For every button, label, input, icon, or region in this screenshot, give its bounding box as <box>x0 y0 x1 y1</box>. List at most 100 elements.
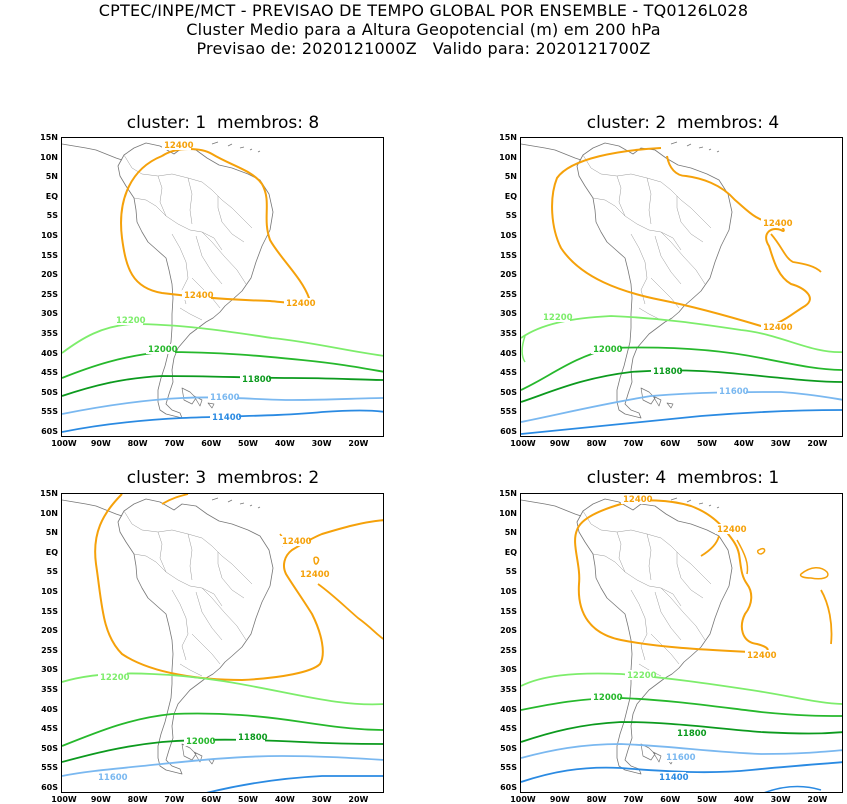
lon-tick-label: 30W <box>311 795 332 804</box>
lat-tick-label: 30S <box>500 309 517 319</box>
lat-tick-label: 15N <box>40 489 58 498</box>
lat-tick-label: 35S <box>41 329 58 338</box>
contour-label: 12000 <box>593 345 623 355</box>
lon-tick-label: 70W <box>164 439 185 448</box>
lat-tick-label: 25S <box>41 289 58 299</box>
lat-tick-label: 25S <box>500 645 517 655</box>
contour-12000 <box>521 697 842 717</box>
contour-12400 <box>736 539 749 575</box>
contour-12000 <box>521 346 842 391</box>
country-border <box>676 196 704 243</box>
lat-tick-label: 25S <box>41 645 58 655</box>
lat-tick-label: 50S <box>500 387 517 397</box>
contour-11600 <box>521 391 842 423</box>
lat-tick-label: 35S <box>500 685 517 694</box>
lat-tick-label: 60S <box>41 783 58 792</box>
contour-11400 <box>521 409 842 435</box>
lon-tick-label: 20W <box>348 439 369 448</box>
contour-label-bg <box>717 386 746 396</box>
country-border <box>187 533 193 581</box>
contour-11800 <box>521 369 842 403</box>
country-border <box>133 197 223 251</box>
lat-tick-label: 55S <box>41 407 58 417</box>
lat-tick-label: 30S <box>500 665 517 675</box>
lat-tick-label: EQ <box>45 547 58 557</box>
country-border <box>630 233 648 305</box>
lat-tick-label: 40S <box>41 704 58 714</box>
lon-tick-label: 80W <box>127 439 148 448</box>
lat-tick-label: 45S <box>500 368 517 378</box>
coastline <box>117 498 274 775</box>
lon-tick-label: 70W <box>623 439 644 448</box>
country-border <box>654 235 682 285</box>
country-border <box>211 545 253 585</box>
lat-tick-label: 15S <box>41 606 58 616</box>
lon-tick-label: 100W <box>510 439 536 448</box>
lat-tick-label: 15N <box>499 489 517 498</box>
lon-tick-label: 40W <box>733 795 754 804</box>
contour-label: 12400 <box>286 299 316 309</box>
contour-label-bg <box>591 344 620 354</box>
lat-tick-label: 35S <box>500 329 517 338</box>
contour-11800 <box>521 721 842 743</box>
country-border <box>201 231 247 285</box>
lon-tick-label: 80W <box>586 439 607 448</box>
lon-tick-label: 50W <box>238 439 258 448</box>
contour-label: 12400 <box>763 219 793 229</box>
contour-label-bg <box>280 536 309 546</box>
lon-tick-label: 90W <box>549 439 570 448</box>
country-border <box>660 231 706 285</box>
panel-4-title: cluster: 4 membros: 1 <box>586 468 780 488</box>
contour-11600 <box>521 743 842 759</box>
contour-label: 11400 <box>659 773 689 783</box>
contour-label: 11800 <box>238 733 268 743</box>
contour-12200 <box>521 335 526 363</box>
lat-tick-label: 10S <box>500 231 517 240</box>
country-border <box>582 510 678 553</box>
country-border <box>123 154 219 197</box>
country-border <box>133 553 223 607</box>
contour-label-bg <box>182 290 211 300</box>
lat-tick-label: 50S <box>41 743 58 753</box>
contour-label: 12400 <box>747 651 777 661</box>
country-border <box>616 175 626 217</box>
coastline <box>117 142 274 419</box>
lat-tick-label: EQ <box>504 191 517 201</box>
contour-12400 <box>820 589 833 645</box>
contour-label-bg <box>591 692 620 702</box>
map-svg: 12400 12400 12200 12000 11800 11600 <box>62 494 383 792</box>
contour-label-bg <box>761 218 790 228</box>
country-border <box>592 197 682 251</box>
country-border <box>646 177 652 225</box>
contour-12400 <box>756 547 766 555</box>
lat-tick-label: 5S <box>46 211 58 221</box>
country-border <box>592 553 682 607</box>
country-border <box>211 189 253 229</box>
country-border <box>676 552 704 599</box>
country-border <box>217 196 245 243</box>
panel-3-title: cluster: 3 membros: 2 <box>126 468 320 488</box>
lat-tick-label: 45S <box>500 724 517 734</box>
lon-tick-label: 80W <box>586 795 607 804</box>
lat-tick-label: 10S <box>41 587 58 596</box>
contour-label: 11800 <box>677 729 707 739</box>
central-america-coast <box>521 143 582 161</box>
lat-tick-label: 60S <box>500 427 517 436</box>
lat-tick-label: 45S <box>41 724 58 734</box>
lat-tick-label: 10N <box>499 508 517 518</box>
contour-label: 12200 <box>543 313 573 323</box>
lat-tick-label: 20S <box>500 626 517 636</box>
lat-tick-label: 35S <box>41 685 58 694</box>
contour-12400 <box>700 535 720 557</box>
contour-label-bg <box>715 524 744 534</box>
lat-tick-label: 40S <box>500 704 517 714</box>
contour-12400 <box>94 494 383 681</box>
contour-label-bg <box>146 344 175 354</box>
contour-11800 <box>62 738 383 763</box>
country-border <box>195 591 223 641</box>
lon-tick-label: 50W <box>238 795 258 804</box>
lon-tick-label: 60W <box>660 795 681 804</box>
main-title: CPTEC/INPE/MCT - PREVISAO DE TEMPO GLOBA… <box>98 1 749 20</box>
contour-12400 <box>120 148 311 305</box>
